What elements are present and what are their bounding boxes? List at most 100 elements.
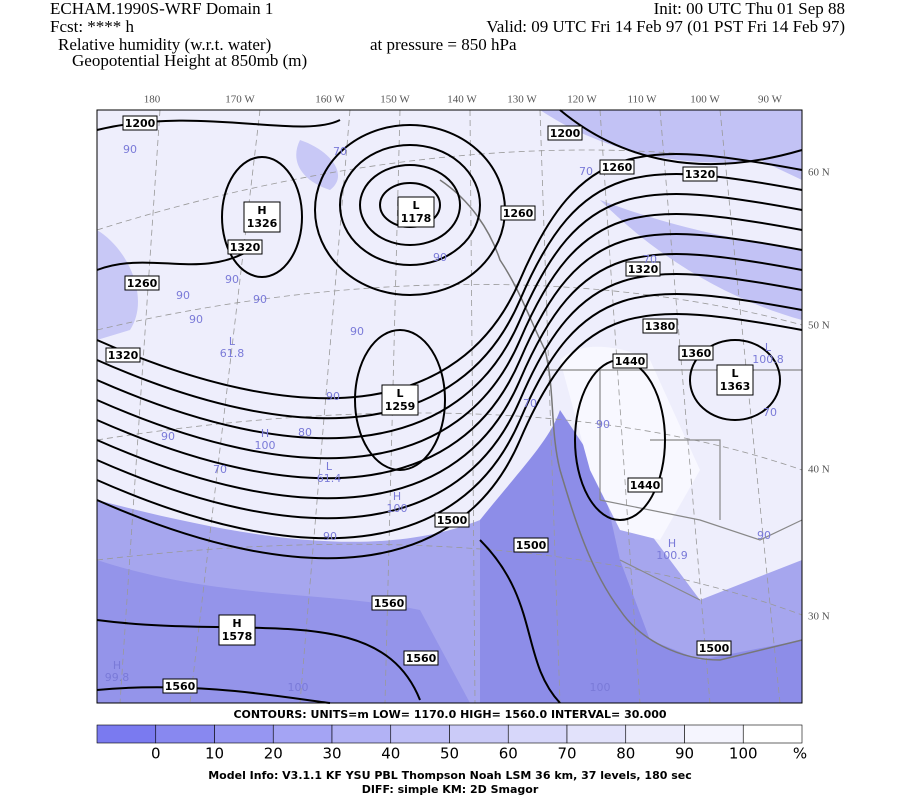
rh-extremum-letter: H — [113, 659, 121, 672]
latitude-label: 40 N — [808, 464, 830, 476]
rh-label: 90 — [176, 289, 190, 302]
contour-label: 1200 — [125, 117, 156, 130]
rh-label: 90 — [253, 293, 267, 306]
contour-label-box — [599, 159, 635, 175]
contour-label: 1440 — [630, 479, 661, 492]
colorbar-swatch — [155, 724, 215, 744]
rh-label: 90 — [433, 251, 447, 264]
latitude-label: 30 N — [808, 611, 830, 623]
contour-label-box — [124, 275, 160, 291]
contour-label: 1560 — [165, 680, 196, 693]
extremum-value: 1259 — [385, 400, 416, 413]
contour-label-box — [678, 345, 714, 361]
rh-extremum-letter: H — [668, 537, 676, 550]
header-text: ECHAM.1990S-WRF Domain 1 — [50, 0, 273, 18]
colorbar-label: 100 — [729, 745, 758, 763]
colorbar-swatch — [96, 724, 157, 744]
contour-label: 1560 — [406, 652, 437, 665]
contour-label: 1360 — [681, 347, 712, 360]
rh-label: 100 — [590, 681, 611, 694]
contour — [96, 253, 803, 500]
contour-label: 1260 — [602, 161, 633, 174]
rh-extremum-letter: L — [229, 335, 236, 348]
rh-extremum-letter: L — [765, 341, 772, 354]
rh-label: 90 — [326, 390, 340, 403]
rh-dry-region — [560, 346, 700, 540]
longitude-label: 160 W — [315, 94, 345, 106]
height-contours — [96, 109, 803, 704]
contour-label-box — [403, 650, 439, 666]
longitude-label: 110 W — [627, 94, 657, 106]
rh-label: 90 — [596, 418, 610, 431]
map-frame — [96, 109, 803, 704]
header-text: at pressure = 850 hPa — [370, 35, 517, 54]
rh-extremum-value: 61.8 — [220, 347, 245, 360]
colorbar-swatch — [331, 724, 392, 744]
contour — [96, 193, 803, 440]
contour-label-box — [500, 205, 536, 221]
contour — [96, 173, 803, 420]
contour — [339, 144, 481, 266]
contour-label: 1560 — [374, 597, 405, 610]
extremum-box — [397, 196, 435, 228]
colorbar-swatch — [684, 724, 744, 744]
header-text: Valid: 09 UTC Fri 14 Feb 97 (01 PST Fri … — [486, 17, 845, 36]
contour-label: 1200 — [550, 127, 581, 140]
contour-label: 1320 — [230, 241, 261, 254]
colorbar-unit: % — [793, 745, 807, 763]
borders — [545, 369, 803, 601]
rh-extremum-value: 100.9 — [656, 549, 688, 562]
colorbar-label: 80 — [616, 745, 635, 763]
contour-label-box — [371, 595, 407, 611]
extremum-letter: H — [232, 617, 241, 630]
colorbar-swatch — [625, 724, 685, 744]
map-labels: 1200 1200 1260 1320 1260 1320 1260 1320 1380 1360… — [105, 115, 784, 694]
longitude-label: 180 — [144, 94, 161, 106]
contour — [359, 164, 461, 246]
contour-label-box — [105, 347, 141, 363]
rh-extremum-letter: L — [326, 460, 333, 473]
contour-info: CONTOURS: UNITS=m LOW= 1170.0 HIGH= 1560… — [233, 708, 666, 721]
contour-label: 1440 — [615, 355, 646, 368]
extremum-letter: H — [257, 204, 266, 217]
rh-moist-region — [480, 410, 802, 703]
contour — [96, 273, 803, 520]
colorbar-swatch — [566, 724, 627, 744]
colorbar-swatch — [390, 724, 450, 744]
rh-label: 70 — [213, 463, 227, 476]
contour-label-box — [513, 537, 549, 553]
rh-label: 70 — [579, 165, 593, 178]
extremum-letter: L — [396, 387, 403, 400]
contour-label: 1500 — [516, 539, 547, 552]
contour — [221, 156, 303, 278]
contour-label: 1320 — [685, 168, 716, 181]
longitude-label: 140 W — [447, 94, 477, 106]
header-text: Fcst: **** h — [50, 17, 135, 36]
longitude-label: 130 W — [507, 94, 537, 106]
contour-label: 1320 — [108, 349, 139, 362]
colorbar-swatch — [742, 724, 803, 744]
extremum-box — [243, 201, 281, 233]
rh-extremum-value: 100.8 — [752, 353, 784, 366]
rh-extremum-value: 100 — [255, 439, 276, 452]
extremum-box — [381, 384, 419, 416]
map: 1200 1200 1260 1320 1260 1320 1260 1320 1380 1360… — [96, 109, 803, 704]
header: ECHAM.1990S-WRF Domain 1 Fcst: **** h Re… — [50, 0, 845, 70]
extremum-box — [218, 614, 256, 646]
rh-moist-region — [97, 560, 470, 703]
longitude-label: 100 W — [690, 94, 720, 106]
rh-label: 90 — [225, 273, 239, 286]
longitude-label: 170 W — [225, 94, 255, 106]
contour-label-box — [547, 125, 583, 141]
header-text: Geopotential Height at 850mb (m) — [72, 51, 307, 70]
rh-label: 70 — [763, 406, 777, 419]
rh-label: 80 — [298, 426, 312, 439]
extremum-value: 1578 — [222, 630, 253, 643]
contour-label: 1380 — [645, 320, 676, 333]
colorbar-label: 30 — [322, 745, 341, 763]
contour-label: 1500 — [699, 642, 730, 655]
contour — [354, 329, 446, 471]
rh-extremum-letter: H — [393, 490, 401, 503]
contour-label-box — [122, 115, 158, 131]
rh-extremum-value: 100 — [387, 502, 408, 515]
